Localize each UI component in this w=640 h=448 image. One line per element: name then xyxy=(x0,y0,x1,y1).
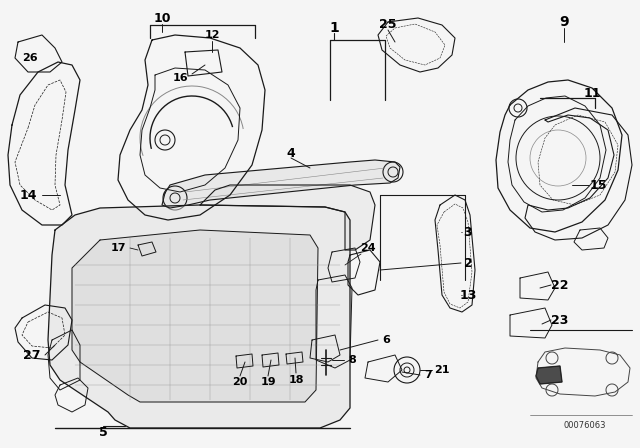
Text: 10: 10 xyxy=(153,12,171,25)
Text: 11: 11 xyxy=(583,86,601,99)
Text: 7: 7 xyxy=(424,370,432,380)
Polygon shape xyxy=(48,205,350,428)
Text: 26: 26 xyxy=(22,53,38,63)
Text: 16: 16 xyxy=(172,73,188,83)
Text: 18: 18 xyxy=(288,375,304,385)
Text: 5: 5 xyxy=(99,426,108,439)
Text: 23: 23 xyxy=(551,314,569,327)
Text: 3: 3 xyxy=(464,225,472,238)
Polygon shape xyxy=(536,366,562,384)
Text: 19: 19 xyxy=(260,377,276,387)
Text: 20: 20 xyxy=(232,377,248,387)
Text: 1: 1 xyxy=(329,21,339,35)
Text: 4: 4 xyxy=(287,146,296,159)
Polygon shape xyxy=(72,230,318,402)
Text: 2: 2 xyxy=(463,257,472,270)
Polygon shape xyxy=(162,160,400,208)
Text: 12: 12 xyxy=(204,30,220,40)
Text: 17: 17 xyxy=(110,243,125,253)
Text: 22: 22 xyxy=(551,279,569,292)
Text: 25: 25 xyxy=(380,17,397,30)
Text: 6: 6 xyxy=(382,335,390,345)
Text: 9: 9 xyxy=(559,15,569,29)
Text: 13: 13 xyxy=(460,289,477,302)
Polygon shape xyxy=(200,185,375,250)
Text: 00076063: 00076063 xyxy=(564,421,606,430)
Text: 27: 27 xyxy=(23,349,41,362)
Text: 15: 15 xyxy=(589,178,607,191)
Text: 21: 21 xyxy=(435,365,450,375)
Text: 24: 24 xyxy=(360,243,376,253)
Text: 8: 8 xyxy=(348,355,356,365)
Text: 14: 14 xyxy=(19,189,36,202)
